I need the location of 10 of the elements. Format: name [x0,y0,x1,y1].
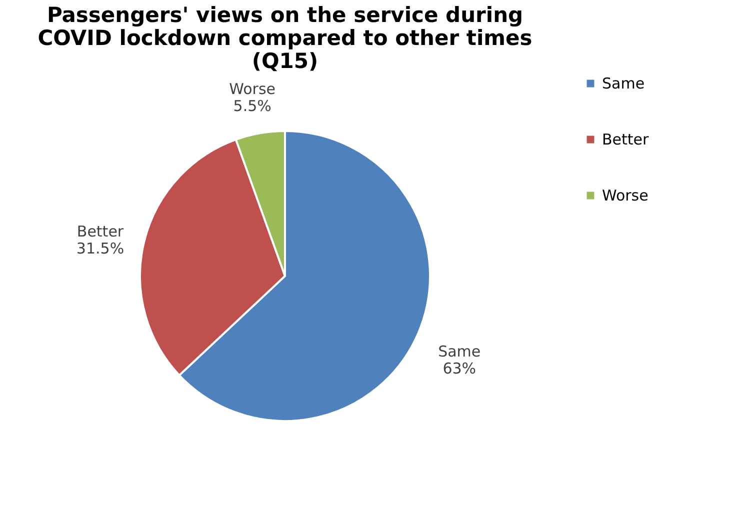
slice-label: Same [438,342,481,360]
legend-label: Same [602,74,645,92]
legend-label: Worse [602,186,648,204]
data-label: 63% [442,359,476,378]
slice-label: Better [76,222,124,241]
data-label: 31.5% [76,240,124,258]
legend-label: Better [602,130,650,148]
data-label: 5.5% [233,96,272,115]
chart-title: Passengers' views on the service during COVID lockdown compared to other times (Q15) [38,3,532,73]
slice-label: Worse [229,80,276,98]
